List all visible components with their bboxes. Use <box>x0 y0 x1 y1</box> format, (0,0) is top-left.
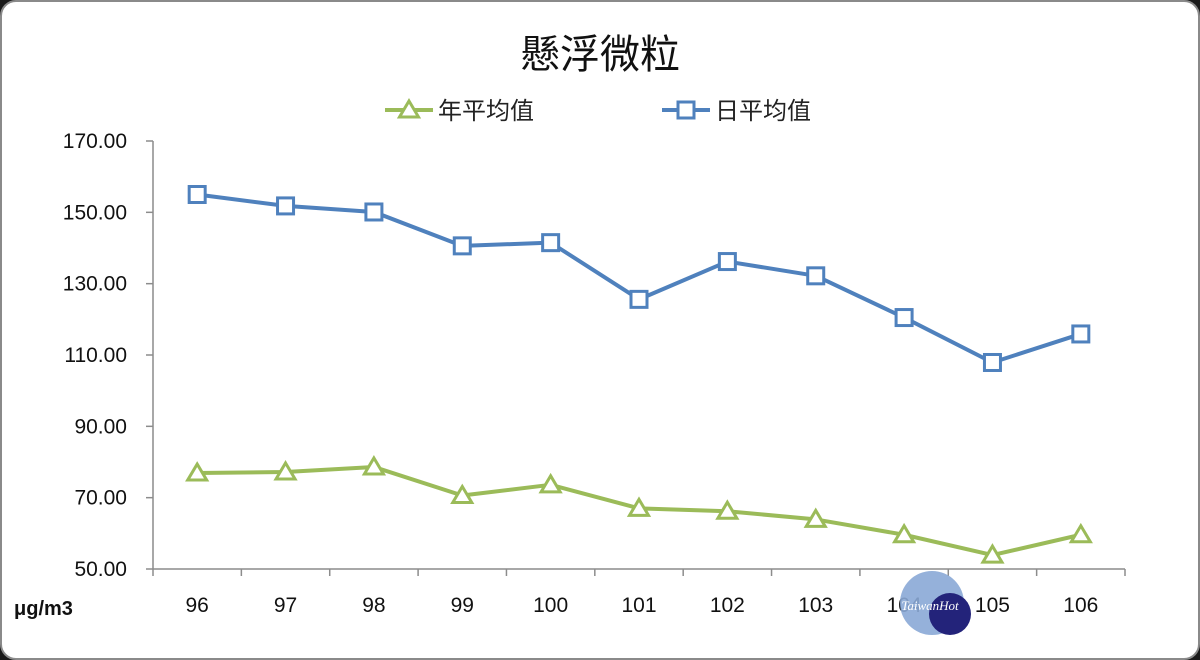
y-tick-label: 90.00 <box>74 415 127 438</box>
series-layer <box>185 185 1093 564</box>
x-tick-label: 99 <box>451 594 474 617</box>
data-point <box>626 496 652 517</box>
x-tick-label: 105 <box>975 594 1010 617</box>
legend-item: 年平均值 <box>385 97 534 125</box>
data-point <box>1071 324 1091 344</box>
data-point <box>538 472 563 494</box>
watermark-text: TaiwanHot <box>901 598 959 613</box>
data-point <box>452 236 472 256</box>
legend-marker <box>676 100 696 120</box>
y-tick-label: 110.00 <box>64 344 127 367</box>
legend: 年平均值 日平均值 <box>385 97 811 125</box>
data-point <box>361 455 387 476</box>
legend-item: 日平均值 <box>662 97 811 125</box>
y-tick-label: 70.00 <box>74 487 127 510</box>
data-point <box>187 185 207 204</box>
data-point <box>803 507 828 528</box>
data-point <box>980 543 1005 564</box>
y-tick-label: 130.00 <box>63 273 127 296</box>
data-point <box>894 308 914 328</box>
x-tick-label: 101 <box>621 594 656 617</box>
data-point <box>273 460 298 481</box>
watermark-logo: TaiwanHot <box>900 571 971 635</box>
x-tick-label: 103 <box>798 594 833 617</box>
data-point <box>1068 522 1093 544</box>
legend-marker <box>396 98 422 119</box>
series-square <box>187 185 1091 372</box>
series-triangle <box>185 455 1093 564</box>
data-point <box>629 289 649 309</box>
data-point <box>717 252 737 272</box>
watermark-circle-inner <box>929 593 971 635</box>
data-point <box>185 461 210 482</box>
data-point <box>982 352 1002 372</box>
data-point <box>450 483 475 505</box>
y-unit-label: μg/m3 <box>14 598 73 620</box>
y-tick-label: 150.00 <box>63 201 127 224</box>
legend-label: 年平均值 <box>438 97 534 125</box>
data-point <box>891 522 917 544</box>
x-tick-label: 98 <box>362 594 385 617</box>
axes: 170.00 150.00 130.00 110.00 90.00 70.00 50.00 9… <box>63 130 1126 617</box>
x-tick-label: 97 <box>274 594 297 617</box>
data-point <box>276 196 296 216</box>
data-point <box>715 499 740 520</box>
data-point <box>364 202 384 222</box>
x-tick-label: 96 <box>186 594 209 617</box>
x-tick-label: 102 <box>710 594 745 617</box>
chart-title: 懸浮微粒 <box>520 32 680 78</box>
x-tick-label: 106 <box>1063 594 1098 617</box>
series-line <box>196 192 1082 365</box>
data-point <box>806 266 826 286</box>
y-tick-label: 50.00 <box>74 558 127 581</box>
legend-label: 日平均值 <box>715 97 811 125</box>
x-tick-label: 100 <box>533 594 568 617</box>
data-point <box>541 233 561 253</box>
y-tick-label: 170.00 <box>63 130 127 153</box>
